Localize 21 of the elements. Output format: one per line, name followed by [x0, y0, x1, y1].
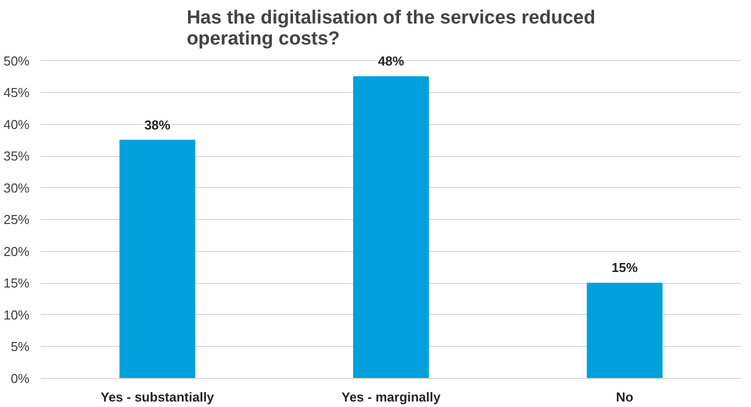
x-tick-label: Yes - marginally: [342, 390, 442, 404]
bar: [353, 76, 429, 378]
chart-title: Has the digitalisation of the services reduced operating costs?: [186, 8, 596, 50]
bar: [119, 140, 196, 378]
y-tick-label: 10%: [3, 307, 30, 322]
x-tick-label: Yes - substantially: [100, 390, 215, 404]
y-tick-label: 40%: [3, 116, 30, 132]
y-tick-label: 35%: [3, 148, 30, 164]
y-tick-label: 45%: [3, 85, 30, 100]
y-tick-label: 5%: [10, 339, 30, 354]
bar: [586, 282, 663, 378]
data-label: 38%: [144, 117, 171, 132]
x-tick-label: No: [616, 390, 634, 404]
data-label: 15%: [612, 260, 638, 276]
y-tick-label: 0%: [10, 371, 30, 386]
data-label: 48%: [378, 54, 404, 69]
y-tick-label: 30%: [3, 180, 30, 196]
y-tick-label: 15%: [3, 276, 30, 291]
y-tick-label: 50%: [3, 53, 30, 68]
y-tick-label: 20%: [3, 244, 30, 259]
y-tick-label: 25%: [3, 212, 30, 228]
